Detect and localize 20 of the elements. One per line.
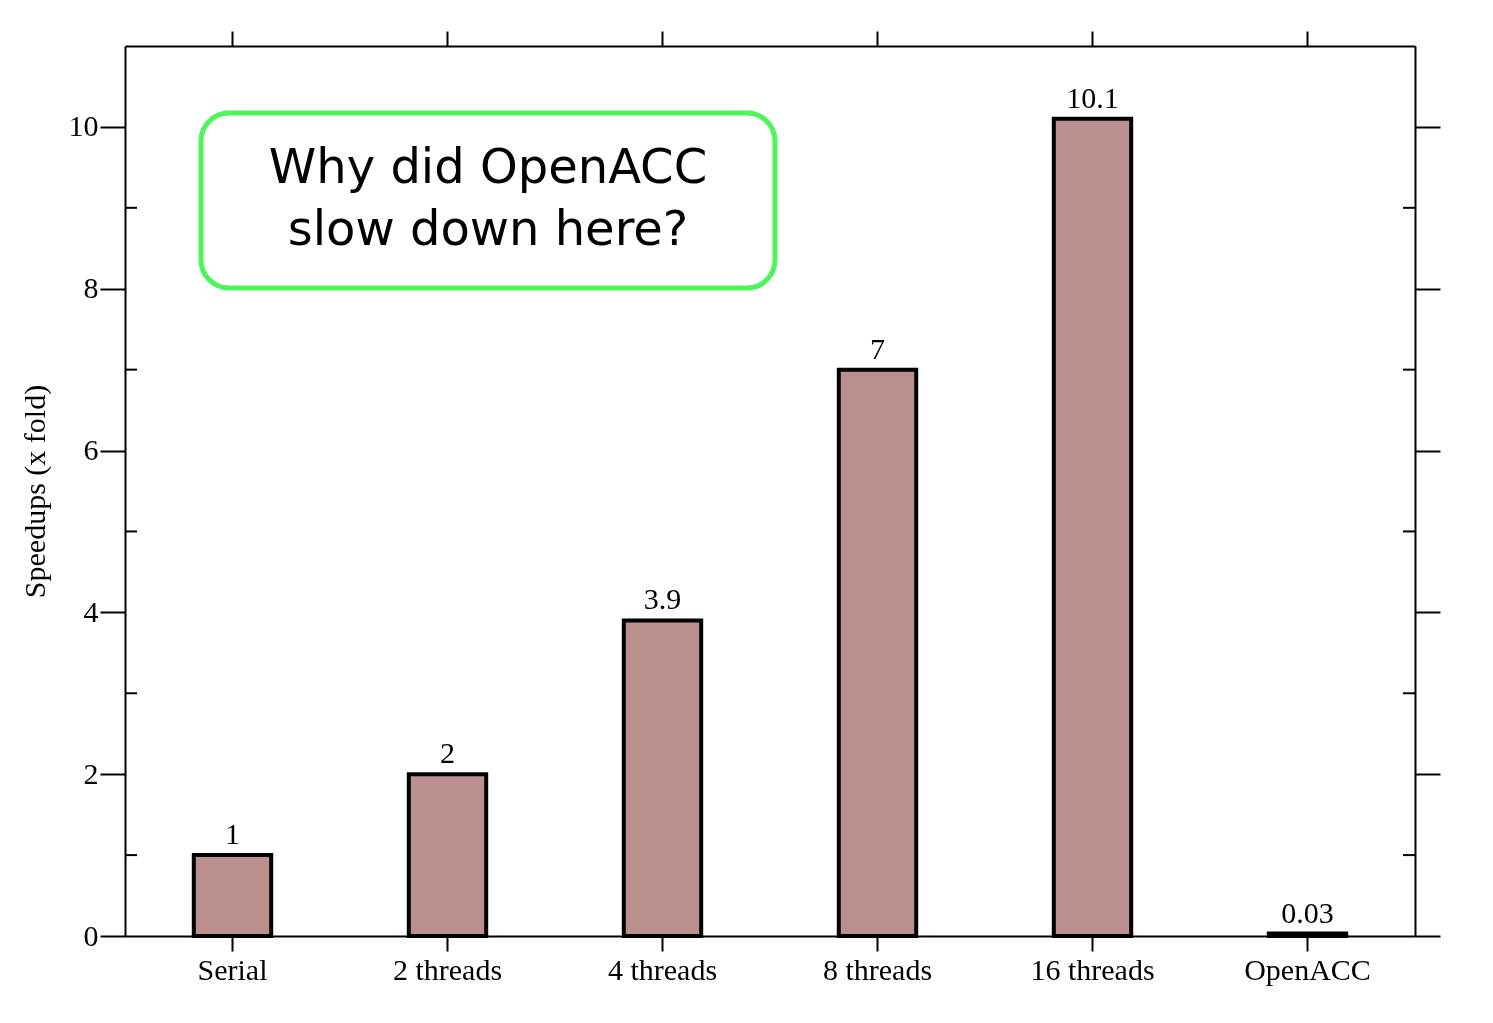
y-tick-label: 0 bbox=[83, 918, 99, 952]
data-label: 1 bbox=[225, 817, 240, 851]
y-axis-title: Speedups (x fold) bbox=[17, 384, 52, 599]
data-label: 0.03 bbox=[1281, 895, 1334, 929]
y-tick-label: 10 bbox=[68, 109, 99, 143]
x-tick-label: OpenACC bbox=[1244, 952, 1371, 986]
data-label: 10.1 bbox=[1066, 80, 1119, 114]
x-tick-label: Serial bbox=[197, 952, 268, 986]
x-tick-label: 4 threads bbox=[607, 952, 718, 986]
x-tick-label: 16 threads bbox=[1030, 952, 1155, 986]
data-label: 2 bbox=[440, 736, 455, 770]
x-tick-label: 8 threads bbox=[822, 952, 933, 986]
x-tick-label: 2 threads bbox=[392, 952, 503, 986]
data-label: 3.9 bbox=[643, 582, 682, 616]
y-tick-label: 6 bbox=[83, 433, 99, 467]
annotation: Why did OpenACC slow down here? bbox=[268, 138, 708, 256]
y-tick-label: 2 bbox=[83, 756, 99, 790]
y-tick-label: 8 bbox=[83, 271, 99, 305]
y-tick-label: 4 bbox=[83, 594, 99, 628]
data-label: 7 bbox=[870, 331, 885, 365]
